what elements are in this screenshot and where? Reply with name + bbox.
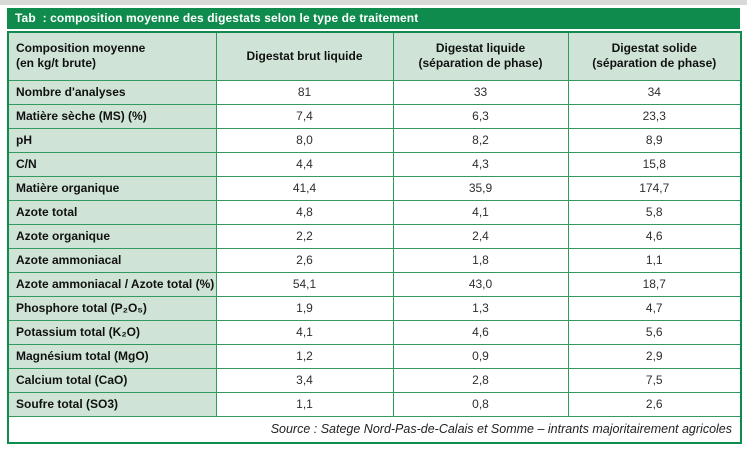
cell-value: 1,9	[215, 295, 394, 321]
cell-value: 4,8	[215, 199, 394, 225]
source-row: Source : Satege Nord-Pas-de-Calais et So…	[7, 415, 742, 444]
cell-value: 4,7	[567, 295, 742, 321]
cell-value: 1,1	[215, 391, 394, 417]
cell-value: 2,8	[392, 367, 569, 393]
cell-value: 5,6	[567, 319, 742, 345]
table-row: Azote ammoniacal 2,6 1,8 1,1	[7, 247, 742, 273]
row-label: Magnésium total (MgO)	[7, 343, 217, 369]
table-row: Magnésium total (MgO) 1,2 0,9 2,9	[7, 343, 742, 369]
cell-value: 1,3	[392, 295, 569, 321]
cell-value: 2,9	[567, 343, 742, 369]
cell-value: 3,4	[215, 367, 394, 393]
column-header-digestat-brut-liquide: Digestat brut liquide	[215, 31, 394, 81]
row-label: Potassium total (K₂O)	[7, 319, 217, 345]
table-row: Phosphore total (P₂O₅) 1,9 1,3 4,7	[7, 295, 742, 321]
table-row: Matière sèche (MS) (%) 7,4 6,3 23,3	[7, 103, 742, 129]
cell-value: 81	[215, 79, 394, 105]
row-label: Azote organique	[7, 223, 217, 249]
cell-value: 5,8	[567, 199, 742, 225]
row-label: Azote ammoniacal / Azote total (%)	[7, 271, 217, 297]
table-header-row: Composition moyenne (en kg/t brute) Dige…	[7, 31, 742, 81]
cell-value: 7,5	[567, 367, 742, 393]
cell-value: 33	[392, 79, 569, 105]
column-header-composition: Composition moyenne (en kg/t brute)	[7, 31, 217, 81]
cell-value: 4,6	[567, 223, 742, 249]
row-label: Matière sèche (MS) (%)	[7, 103, 217, 129]
cell-value: 4,3	[392, 151, 569, 177]
table-title: Tab : composition moyenne des digestats …	[7, 8, 740, 29]
cell-value: 1,8	[392, 247, 569, 273]
cell-value: 7,4	[215, 103, 394, 129]
cell-value: 23,3	[567, 103, 742, 129]
row-label: Calcium total (CaO)	[7, 367, 217, 393]
data-table: Composition moyenne (en kg/t brute) Dige…	[7, 31, 742, 444]
cell-value: 6,3	[392, 103, 569, 129]
row-label: Phosphore total (P₂O₅)	[7, 295, 217, 321]
cell-value: 4,6	[392, 319, 569, 345]
column-header-digestat-liquide: Digestat liquide (séparation de phase)	[392, 31, 569, 81]
table-row: Nombre d'analyses 81 33 34	[7, 79, 742, 105]
cell-value: 4,1	[215, 319, 394, 345]
cell-value: 8,0	[215, 127, 394, 153]
cell-value: 2,4	[392, 223, 569, 249]
page-edge-strip	[0, 0, 747, 5]
cell-value: 41,4	[215, 175, 394, 201]
row-label: Azote total	[7, 199, 217, 225]
row-label: Azote ammoniacal	[7, 247, 217, 273]
cell-value: 54,1	[215, 271, 394, 297]
cell-value: 18,7	[567, 271, 742, 297]
row-label: Nombre d'analyses	[7, 79, 217, 105]
cell-value: 174,7	[567, 175, 742, 201]
table-row: Soufre total (SO3) 1,1 0,8 2,6	[7, 391, 742, 417]
cell-value: 1,2	[215, 343, 394, 369]
cell-value: 34	[567, 79, 742, 105]
table-row: Matière organique 41,4 35,9 174,7	[7, 175, 742, 201]
cell-value: 1,1	[567, 247, 742, 273]
digestat-composition-table: Tab : composition moyenne des digestats …	[7, 8, 742, 444]
table-row: Potassium total (K₂O) 4,1 4,6 5,6	[7, 319, 742, 345]
table-row: Azote ammoniacal / Azote total (%) 54,1 …	[7, 271, 742, 297]
table-row: pH 8,0 8,2 8,9	[7, 127, 742, 153]
table-row: C/N 4,4 4,3 15,8	[7, 151, 742, 177]
table-row: Azote organique 2,2 2,4 4,6	[7, 223, 742, 249]
cell-value: 35,9	[392, 175, 569, 201]
cell-value: 0,9	[392, 343, 569, 369]
row-label: pH	[7, 127, 217, 153]
table-row: Calcium total (CaO) 3,4 2,8 7,5	[7, 367, 742, 393]
cell-value: 2,6	[567, 391, 742, 417]
cell-value: 8,2	[392, 127, 569, 153]
cell-value: 8,9	[567, 127, 742, 153]
cell-value: 0,8	[392, 391, 569, 417]
cell-value: 43,0	[392, 271, 569, 297]
row-label: C/N	[7, 151, 217, 177]
cell-value: 4,1	[392, 199, 569, 225]
cell-value: 4,4	[215, 151, 394, 177]
cell-value: 2,6	[215, 247, 394, 273]
row-label: Soufre total (SO3)	[7, 391, 217, 417]
source-note: Source : Satege Nord-Pas-de-Calais et So…	[7, 415, 742, 444]
cell-value: 2,2	[215, 223, 394, 249]
column-header-digestat-solide: Digestat solide (séparation de phase)	[567, 31, 742, 81]
table-row: Azote total 4,8 4,1 5,8	[7, 199, 742, 225]
cell-value: 15,8	[567, 151, 742, 177]
row-label: Matière organique	[7, 175, 217, 201]
